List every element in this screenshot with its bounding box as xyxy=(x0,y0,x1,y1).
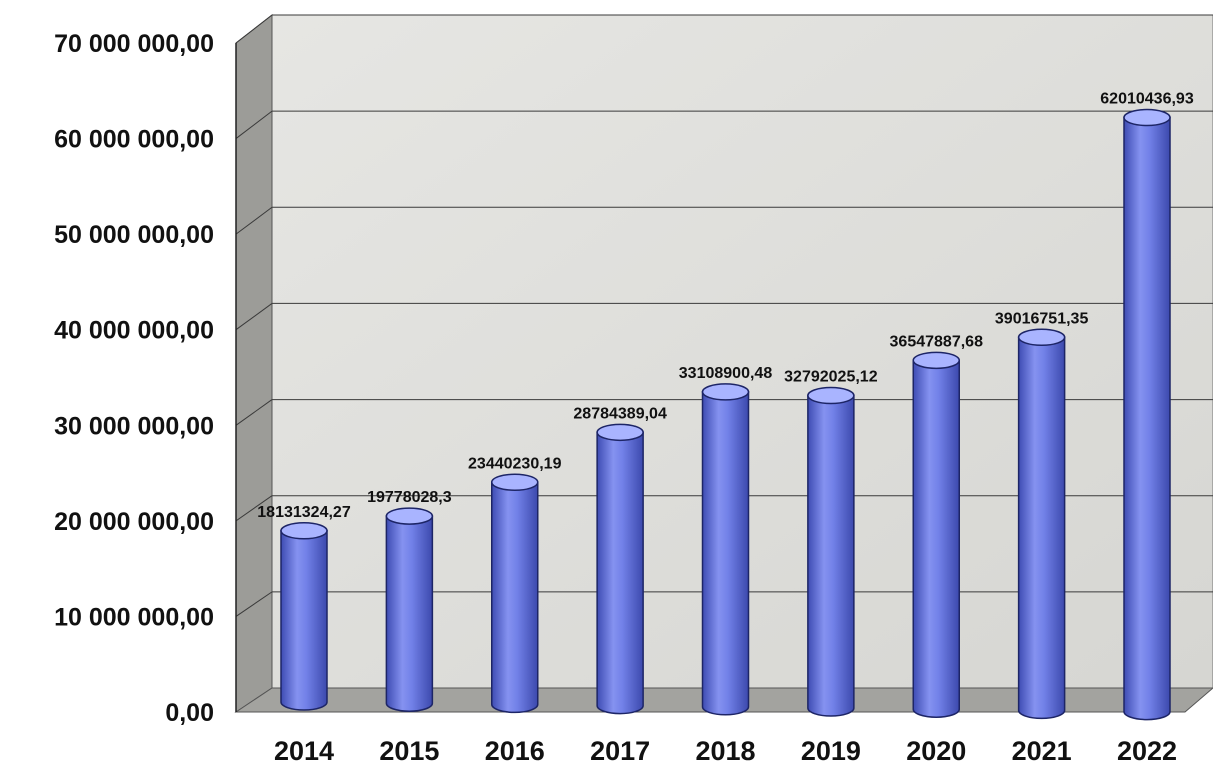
bar xyxy=(1017,328,1066,720)
bar-top xyxy=(385,507,434,525)
side-wall xyxy=(235,13,273,713)
x-tick-label: 2016 xyxy=(485,736,545,766)
data-label: 32792025,12 xyxy=(784,369,878,386)
x-tick-label: 2018 xyxy=(695,736,755,766)
gridline-side xyxy=(235,206,273,235)
data-label: 28784389,04 xyxy=(573,405,667,422)
gridline-side xyxy=(235,399,273,426)
y-tick-label: 50 000 000,00 xyxy=(54,221,214,249)
gridline-side xyxy=(235,110,273,139)
data-label: 36547887,68 xyxy=(890,333,984,350)
data-label: 62010436,93 xyxy=(1100,91,1194,108)
bar xyxy=(1123,108,1171,721)
data-label: 23440230,19 xyxy=(468,455,562,472)
bar xyxy=(280,522,328,711)
bar-top xyxy=(807,386,855,405)
x-tick-label: 2020 xyxy=(906,736,966,766)
bar-body xyxy=(912,359,960,718)
bar xyxy=(385,507,434,712)
x-tick-label: 2015 xyxy=(379,736,439,766)
data-label: 18131324,27 xyxy=(257,504,351,521)
bar-body xyxy=(280,530,328,711)
bar-top xyxy=(491,473,539,492)
bar-top xyxy=(1017,328,1066,347)
bar-top xyxy=(280,522,328,540)
gridline-side xyxy=(235,591,273,617)
bar-body xyxy=(1017,336,1066,720)
y-tick-label: 60 000 000,00 xyxy=(54,126,214,154)
bar-body xyxy=(807,394,855,717)
bar-top xyxy=(701,383,750,401)
bar-top xyxy=(912,351,960,370)
gridline-side xyxy=(235,303,273,331)
y-tick-label: 20 000 000,00 xyxy=(54,508,214,536)
bar-body xyxy=(491,481,539,714)
y-tick-label: 40 000 000,00 xyxy=(54,317,214,345)
y-tick-label: 30 000 000,00 xyxy=(54,412,214,440)
data-label: 39016751,35 xyxy=(995,310,1089,327)
y-tick-label: 0,00 xyxy=(165,699,214,727)
bar-body xyxy=(1123,116,1171,721)
bar-body xyxy=(596,431,644,715)
x-tick-label: 2019 xyxy=(801,736,861,766)
bar-top xyxy=(1123,108,1171,127)
x-tick-label: 2017 xyxy=(590,736,650,766)
y-tick-label: 10 000 000,00 xyxy=(54,603,214,631)
x-tick-label: 2022 xyxy=(1117,736,1177,766)
bar xyxy=(491,473,539,714)
x-tick-label: 2021 xyxy=(1012,736,1072,766)
bar-top xyxy=(596,423,644,442)
data-label: 33108900,48 xyxy=(679,365,773,382)
bar-body xyxy=(385,515,434,712)
gridline-side xyxy=(235,14,273,44)
gridline-side xyxy=(235,495,273,522)
bar xyxy=(596,423,644,715)
bar xyxy=(701,383,750,716)
y-tick-label: 70 000 000,00 xyxy=(54,30,214,58)
bar xyxy=(912,351,960,718)
x-tick-label: 2014 xyxy=(274,736,334,766)
bar-body xyxy=(701,391,750,716)
data-label: 19778028,3 xyxy=(367,489,452,506)
bar xyxy=(807,386,855,717)
